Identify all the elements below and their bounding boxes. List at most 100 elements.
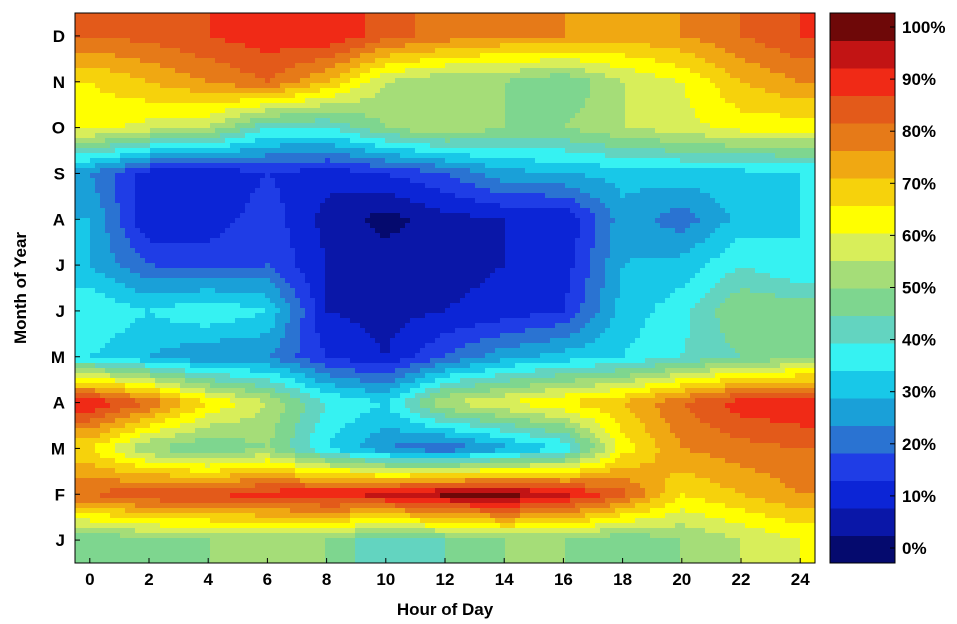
contour-cell [745, 138, 751, 144]
contour-cell [675, 68, 681, 74]
contour-cell [85, 128, 91, 134]
contour-cell [450, 148, 456, 154]
contour-cell [515, 158, 521, 164]
contour-cell [180, 53, 186, 59]
contour-cell [545, 63, 551, 69]
contour-cell [660, 23, 666, 29]
contour-cell [275, 68, 281, 74]
contour-cell [315, 23, 321, 29]
contour-cell [565, 53, 571, 59]
contour-cell [480, 93, 486, 99]
contour-cell [620, 158, 626, 164]
contour-cell [810, 78, 815, 84]
contour-cell [515, 108, 521, 114]
contour-cell [810, 73, 815, 79]
contour-cell [805, 63, 811, 69]
contour-cell [210, 163, 216, 169]
contour-cell [545, 153, 551, 159]
contour-cell [485, 68, 491, 74]
contour-cell [405, 148, 411, 154]
contour-cell [440, 33, 446, 39]
contour-cell [360, 128, 366, 134]
contour-cell [720, 163, 726, 169]
contour-cell [240, 53, 246, 59]
contour-cell [755, 43, 761, 49]
contour-cell [190, 33, 196, 39]
contour-cell [470, 133, 476, 139]
contour-cell [690, 163, 696, 169]
contour-cell [245, 98, 251, 104]
contour-cell [730, 73, 736, 79]
contour-cell [150, 138, 156, 144]
contour-cell [665, 28, 671, 34]
contour-cell [750, 88, 756, 94]
contour-cell [715, 98, 721, 104]
contour-cell [535, 168, 541, 174]
contour-cell [540, 13, 546, 19]
contour-cell [330, 168, 336, 174]
contour-cell [490, 163, 496, 169]
contour-cell [635, 163, 641, 169]
contour-cell [190, 88, 196, 94]
contour-cell [770, 53, 776, 59]
contour-cell [375, 48, 381, 54]
contour-cell [205, 133, 211, 139]
contour-cell [100, 58, 106, 64]
contour-cell [700, 68, 706, 74]
contour-cell [590, 73, 596, 79]
contour-cell [345, 143, 351, 149]
contour-cell [750, 138, 756, 144]
contour-cell [295, 18, 301, 24]
contour-cell [450, 38, 456, 44]
contour-cell [295, 58, 301, 64]
contour-cell [740, 83, 746, 89]
contour-cell [255, 93, 261, 99]
contour-cell [550, 78, 556, 84]
contour-cell [520, 148, 526, 154]
contour-cell [740, 163, 746, 169]
contour-cell [135, 28, 141, 34]
contour-cell [565, 113, 571, 119]
contour-cell [350, 68, 356, 74]
contour-cell [645, 138, 651, 144]
contour-cell [100, 163, 106, 169]
contour-cell [790, 58, 796, 64]
contour-cell [560, 138, 566, 144]
contour-cell [720, 28, 726, 34]
contour-cell [795, 128, 801, 134]
contour-cell [265, 133, 271, 139]
contour-cell [215, 118, 221, 124]
contour-cell [440, 88, 446, 94]
contour-cell [745, 128, 751, 134]
contour-cell [175, 88, 181, 94]
contour-cell [350, 128, 356, 134]
contour-cell [540, 18, 546, 24]
contour-cell [270, 128, 276, 134]
contour-cell [215, 153, 221, 159]
contour-cell [730, 63, 736, 69]
contour-cell [395, 168, 401, 174]
contour-cell [380, 93, 386, 99]
contour-cell [120, 33, 126, 39]
contour-cell [205, 93, 211, 99]
contour-cell [165, 163, 171, 169]
contour-cell [435, 148, 441, 154]
contour-cell [745, 13, 751, 19]
contour-cell [670, 113, 676, 119]
contour-cell [335, 18, 341, 24]
contour-cell [555, 13, 561, 19]
contour-cell [430, 163, 436, 169]
contour-cell [505, 123, 511, 129]
contour-cell [80, 168, 86, 174]
contour-cell [280, 88, 286, 94]
contour-cell [810, 18, 815, 24]
contour-cell [295, 118, 301, 124]
contour-cell [475, 168, 481, 174]
contour-cell [560, 178, 566, 184]
contour-cell [140, 83, 146, 89]
contour-cell [545, 88, 551, 94]
contour-cell [235, 123, 241, 129]
contour-cell [75, 73, 81, 79]
contour-cell [675, 138, 681, 144]
contour-cell [110, 138, 116, 144]
